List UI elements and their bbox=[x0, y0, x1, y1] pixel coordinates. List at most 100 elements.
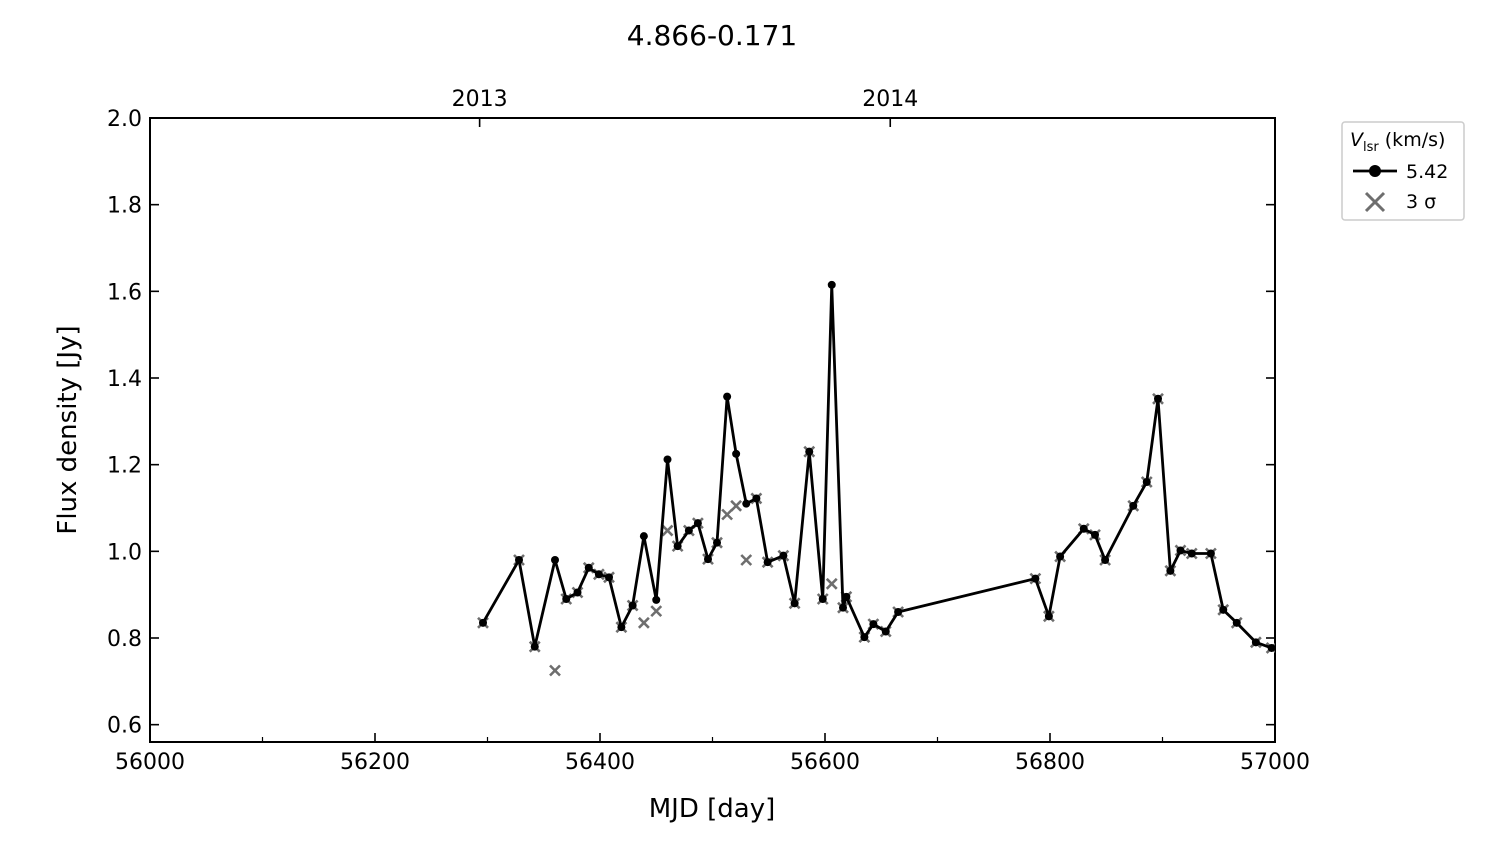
series-5-42-point bbox=[693, 519, 702, 528]
series-5-42-point bbox=[1219, 605, 1228, 614]
series-5-42-point bbox=[573, 588, 582, 597]
series-5-42-point bbox=[869, 620, 878, 629]
series-5-42-point bbox=[1166, 566, 1175, 575]
sigma-x-stroke bbox=[730, 499, 743, 512]
series-5-42-point bbox=[1129, 501, 1138, 510]
series-5-42-point bbox=[1091, 530, 1099, 539]
legend-frame bbox=[1341, 121, 1465, 221]
top-axis-year-label: 2013 bbox=[452, 87, 508, 112]
series-5-42-point bbox=[1031, 574, 1040, 583]
series-5-42-point bbox=[1187, 549, 1196, 558]
sigma-x-marker bbox=[730, 499, 743, 512]
series-5-42-point bbox=[515, 556, 523, 564]
legend: Vlsr (km/s) 5.42 3 σ bbox=[1341, 121, 1465, 221]
series-5-42-point bbox=[742, 499, 751, 508]
legend-entry-3-sigma: 3 σ bbox=[1406, 191, 1436, 213]
series-5-42-point bbox=[1206, 549, 1215, 558]
series-5-42-point bbox=[827, 280, 836, 289]
series-5-42-point bbox=[1044, 612, 1053, 621]
sigma-x-marker bbox=[650, 605, 663, 618]
series-5-42-point bbox=[842, 592, 851, 601]
y-axis-label: Flux density [Jy] bbox=[53, 325, 83, 534]
y-tick-label: 1.0 bbox=[107, 540, 142, 565]
series-5-42-point bbox=[1079, 524, 1088, 533]
series-5-42-point bbox=[779, 551, 788, 560]
x-tick-label: 56400 bbox=[565, 750, 635, 775]
y-tick-label: 1.4 bbox=[107, 367, 142, 392]
series-5-42-point bbox=[479, 618, 487, 627]
series-5-42-point bbox=[805, 447, 814, 456]
series-5-42-point bbox=[1232, 618, 1241, 627]
axes-frame bbox=[149, 117, 1276, 743]
series-5-42-point bbox=[1101, 556, 1110, 564]
sigma-x-marker bbox=[825, 577, 838, 590]
series-5-42-point bbox=[1056, 552, 1065, 561]
sigma-x-marker bbox=[721, 508, 734, 521]
series-5-42-point bbox=[818, 595, 827, 603]
y-tick-label: 1.2 bbox=[107, 454, 142, 479]
y-tick-label: 1.8 bbox=[107, 194, 142, 219]
series-5-42-point bbox=[673, 542, 682, 551]
sigma-x-stroke bbox=[549, 664, 561, 677]
series-5-42-point bbox=[1267, 643, 1275, 652]
plot-area: 56000 56200 56400 56600 56800 57000 0.6 0.8 1.0 1… bbox=[107, 87, 1310, 775]
series-5-42-point bbox=[752, 494, 761, 503]
sigma-x-stroke bbox=[825, 577, 838, 590]
sigma-x-stroke bbox=[637, 616, 650, 629]
series-5-42-point bbox=[684, 526, 693, 535]
series-5-42-point bbox=[723, 392, 732, 401]
series-5-42-point bbox=[652, 595, 661, 604]
x-tick-label: 56600 bbox=[790, 750, 860, 775]
x-tick-label: 56000 bbox=[115, 750, 185, 775]
series-5-42-point bbox=[617, 623, 626, 632]
series-5-42-point bbox=[881, 627, 890, 636]
series-5-42-point bbox=[562, 595, 571, 603]
series-5-42-point bbox=[530, 642, 539, 651]
series-5-42-point bbox=[639, 532, 648, 541]
sigma-x-marker bbox=[637, 616, 650, 629]
legend-title-sub: lsr bbox=[1363, 140, 1379, 155]
sigma-x-stroke bbox=[740, 554, 753, 566]
series-5-42-line bbox=[481, 283, 1273, 650]
series-5-42-point bbox=[790, 599, 799, 608]
series-5-42-point bbox=[894, 608, 903, 616]
y-tick-label: 0.6 bbox=[107, 714, 142, 739]
series-5-42-point bbox=[605, 573, 613, 582]
legend-title-unit: (km/s) bbox=[1379, 129, 1446, 151]
sigma-x-marker bbox=[661, 524, 674, 537]
x-tick-label: 56800 bbox=[1015, 750, 1085, 775]
y-tick-label: 2.0 bbox=[107, 107, 142, 132]
y-tick-label: 1.6 bbox=[107, 280, 142, 305]
chart-title: 4.866-0.171 bbox=[627, 19, 797, 52]
sigma-x-stroke bbox=[721, 508, 734, 521]
sigma-x-stroke bbox=[661, 524, 674, 537]
sigma-x-stroke bbox=[650, 605, 663, 618]
legend-title: Vlsr (km/s) bbox=[1350, 129, 1445, 155]
series-5-42-point bbox=[839, 603, 847, 612]
legend-x-marker bbox=[1364, 191, 1386, 213]
series-5-42-point bbox=[1154, 394, 1162, 403]
sigma-x-marker bbox=[549, 664, 561, 677]
sigma-x-marker bbox=[740, 554, 753, 566]
series-5-42-point bbox=[594, 570, 603, 579]
series-5-42-point bbox=[663, 455, 672, 464]
series-5-42-point bbox=[860, 633, 869, 642]
top-axis-year-label: 2014 bbox=[862, 87, 918, 112]
y-tick-label: 0.8 bbox=[107, 627, 142, 652]
x-tick-label: 56200 bbox=[340, 750, 410, 775]
series-5-42-point bbox=[551, 556, 559, 564]
series-5-42-point bbox=[763, 558, 772, 567]
series-5-42-point bbox=[1142, 478, 1151, 486]
legend-title-main: V bbox=[1350, 129, 1365, 151]
series-5-42-point bbox=[713, 538, 721, 547]
series-5-42-point bbox=[1176, 546, 1185, 555]
series-5-42-point bbox=[584, 563, 593, 572]
x-tick-label: 57000 bbox=[1240, 750, 1310, 775]
legend-circle-marker bbox=[1369, 165, 1381, 177]
legend-entry-5-42: 5.42 bbox=[1406, 161, 1448, 183]
x-axis-label: MJD [day] bbox=[649, 794, 776, 824]
series-5-42-point bbox=[704, 555, 712, 564]
series-5-42-point bbox=[628, 601, 637, 610]
data-layer bbox=[477, 280, 1275, 677]
